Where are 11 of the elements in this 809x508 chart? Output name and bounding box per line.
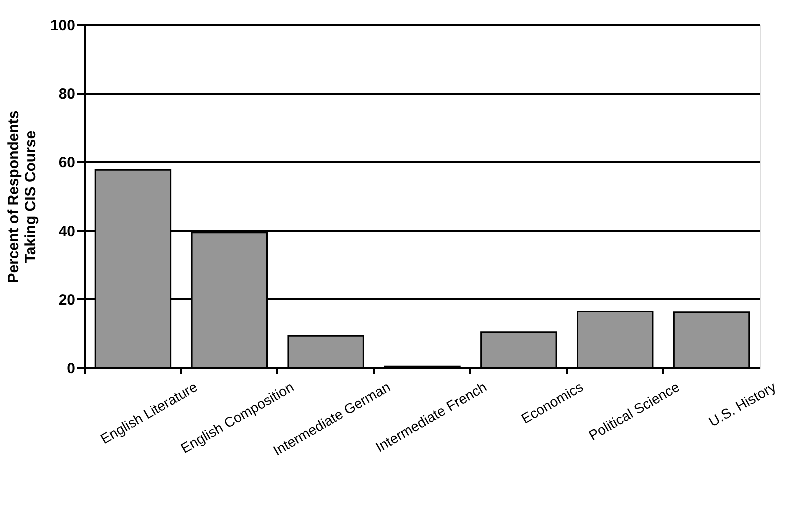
bar [288, 335, 364, 369]
y-axis-title: Percent of Respondents Taking CIS Course [5, 110, 40, 284]
bar [480, 332, 558, 369]
bar [577, 311, 654, 369]
bar [673, 312, 750, 369]
y-tick-label: 40 [58, 223, 76, 240]
y-tick-label: 20 [58, 292, 76, 309]
y-tick-label: 0 [67, 360, 76, 378]
y-tick-label: 60 [58, 154, 76, 172]
y-tick-label: 100 [50, 18, 76, 34]
y-tick-label: 80 [58, 86, 76, 104]
